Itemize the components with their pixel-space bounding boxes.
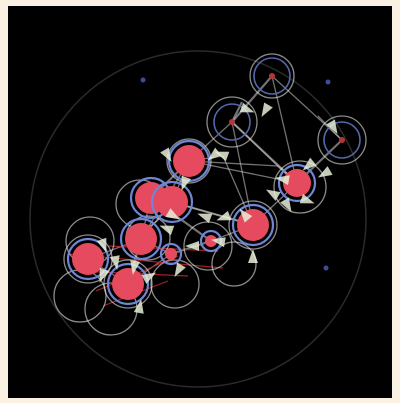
arrow-icon bbox=[197, 213, 213, 224]
arrow-icon bbox=[248, 249, 258, 263]
arrow-icon bbox=[216, 210, 232, 221]
arrow-icon bbox=[317, 166, 333, 178]
arrowheads-layer bbox=[96, 102, 338, 314]
arrow-icon bbox=[265, 189, 281, 201]
inactive-nodes-layer bbox=[213, 57, 361, 159]
graph-canvas[interactable] bbox=[8, 6, 392, 398]
graph-node[interactable] bbox=[156, 186, 188, 218]
inactive-node[interactable] bbox=[253, 57, 291, 95]
node-ring bbox=[66, 237, 110, 281]
graph-node[interactable] bbox=[173, 145, 205, 177]
arrow-icon bbox=[165, 208, 181, 220]
graph-node[interactable] bbox=[125, 223, 157, 255]
arrow-icon bbox=[133, 299, 144, 314]
arrow-icon bbox=[239, 102, 255, 113]
arrow-icon bbox=[99, 267, 110, 283]
inactive-node[interactable] bbox=[213, 103, 251, 141]
inactive-node-core bbox=[229, 119, 235, 125]
halo-ring bbox=[317, 115, 367, 165]
inactive-node[interactable] bbox=[323, 121, 361, 159]
arrow-icon bbox=[280, 197, 292, 213]
arrow-icon bbox=[275, 175, 290, 186]
arrow-icon bbox=[211, 237, 226, 248]
graph-node[interactable] bbox=[283, 169, 311, 197]
halo-ring bbox=[150, 259, 200, 309]
arrow-icon bbox=[181, 175, 192, 191]
arrow-icon bbox=[326, 119, 338, 135]
anchor-point bbox=[140, 77, 146, 83]
arrow-icon bbox=[261, 102, 273, 118]
arrow-icon bbox=[130, 260, 141, 275]
arrow-icon bbox=[159, 225, 175, 236]
graph-edge bbox=[271, 75, 343, 141]
halo-ring bbox=[273, 160, 327, 214]
node-ring bbox=[277, 163, 317, 203]
halo-ring bbox=[249, 53, 295, 99]
arrow-icon bbox=[299, 193, 315, 204]
anchor-point bbox=[323, 265, 329, 271]
force-graph[interactable] bbox=[8, 6, 392, 398]
graph-edge bbox=[317, 115, 343, 141]
halo-ring bbox=[166, 138, 212, 184]
boundary-ring bbox=[29, 50, 367, 388]
anchor-point bbox=[325, 79, 331, 85]
arrow-icon bbox=[207, 147, 222, 161]
node-ring bbox=[159, 242, 183, 266]
anchor-points-layer bbox=[140, 77, 331, 271]
arrow-icon bbox=[185, 241, 199, 251]
node-ring bbox=[106, 262, 150, 306]
graph-edge bbox=[271, 75, 298, 184]
graph-node[interactable] bbox=[205, 235, 217, 247]
node-ring bbox=[119, 217, 163, 261]
inactive-node-core bbox=[269, 73, 275, 79]
active-nodes-layer bbox=[66, 139, 317, 306]
graph-node[interactable] bbox=[112, 268, 144, 300]
arrow-icon bbox=[96, 237, 107, 253]
arrow-icon bbox=[174, 262, 186, 278]
arrow-icon bbox=[141, 272, 157, 284]
graph-node[interactable] bbox=[165, 248, 177, 260]
graph-edge bbox=[231, 121, 279, 167]
halo-ring bbox=[206, 96, 258, 148]
halo-ring bbox=[211, 241, 257, 287]
inactive-node-core bbox=[339, 137, 345, 143]
halo-rings-layer bbox=[53, 53, 367, 336]
arrow-icon bbox=[302, 157, 317, 171]
node-ring bbox=[150, 180, 194, 224]
graph-node[interactable] bbox=[72, 243, 104, 275]
arrow-icon bbox=[239, 208, 253, 223]
graph-edge bbox=[231, 75, 273, 123]
node-ring bbox=[231, 203, 275, 247]
arrow-icon bbox=[109, 255, 120, 270]
arrow-icon bbox=[160, 147, 172, 163]
